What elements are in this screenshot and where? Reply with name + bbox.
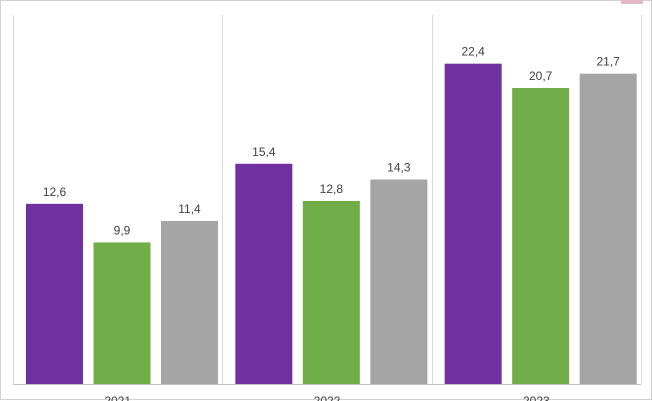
data-label: 20,7 [529,69,553,83]
data-label: 22,4 [461,45,485,59]
bar [161,220,218,384]
data-label: 11,4 [178,202,201,216]
data-label: 9,9 [114,223,131,237]
data-label: 15,4 [252,145,276,159]
bar [579,73,637,384]
category-labels-group: 2021 2022 2023 [104,394,550,401]
bar [512,87,570,385]
bars-group [26,63,637,385]
bar [235,163,293,384]
category-separators [13,15,642,384]
bar [370,179,428,384]
data-label: 12,6 [43,185,67,199]
bar [444,63,502,385]
bar [93,242,151,384]
data-label: 21,7 [596,55,620,69]
bar [26,203,83,384]
category-label: 2021 [104,394,131,401]
legend-swatch [621,0,643,4]
category-label: 2022 [314,394,341,401]
bar [302,200,360,384]
data-label: 12,8 [320,182,344,196]
category-label: 2023 [523,394,550,401]
data-labels-group: 12,6 9,9 11,4 15,4 12,8 14,3 22,4 20,7 21,7 [43,45,620,238]
data-label: 14,3 [387,161,411,175]
